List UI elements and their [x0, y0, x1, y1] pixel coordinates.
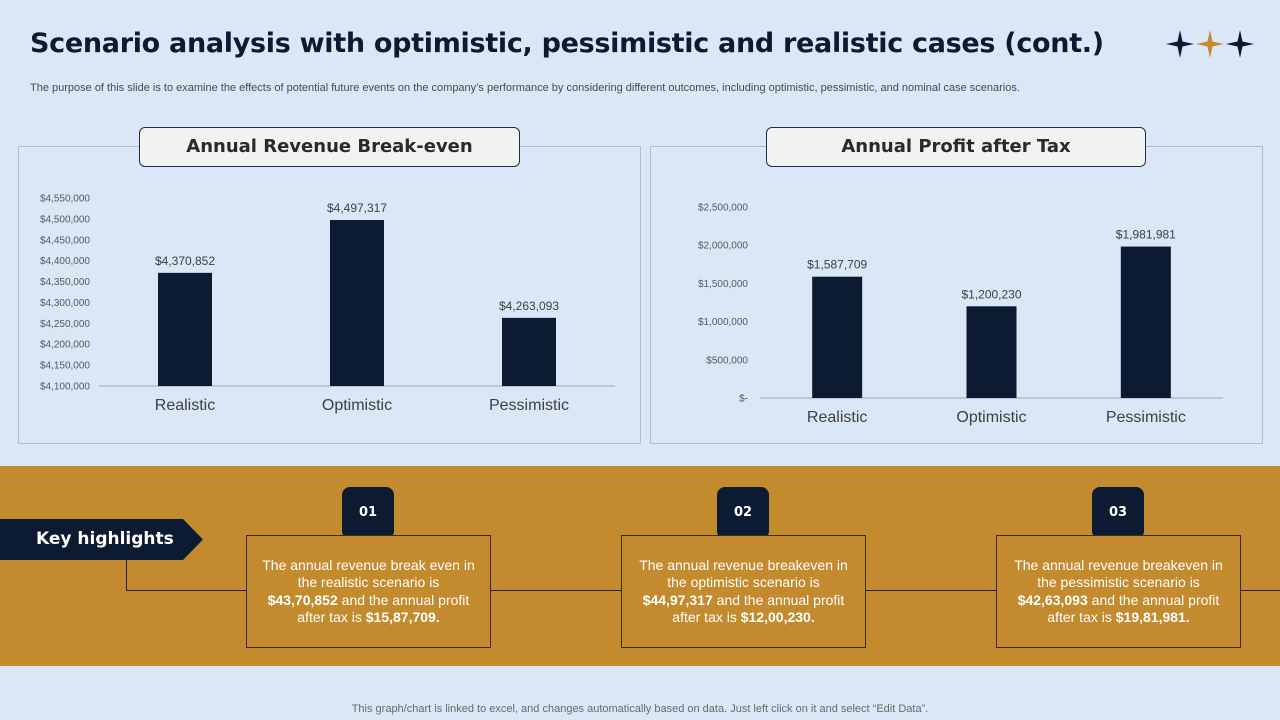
- bar[interactable]: [330, 220, 384, 386]
- y-tick-label: $2,500,000: [698, 203, 748, 214]
- data-label: $1,981,981: [1116, 228, 1176, 242]
- profit-bar-chart[interactable]: $- $500,000 $1,000,000 $1,500,000 $2,000,000…: [650, 180, 1263, 440]
- highlight-card: The annual revenue break even in the rea…: [246, 535, 491, 648]
- data-label: $1,587,709: [807, 258, 867, 272]
- bar[interactable]: [966, 306, 1017, 398]
- y-tick-label: $-: [739, 394, 748, 405]
- data-label: $1,200,230: [961, 287, 1021, 301]
- y-tick-label: $4,150,000: [40, 361, 90, 372]
- category-label: Realistic: [155, 397, 215, 414]
- page-subtitle: The purpose of this slide is to examine …: [30, 82, 1020, 94]
- y-tick-label: $500,000: [706, 355, 748, 366]
- y-tick-label: $4,300,000: [40, 298, 90, 309]
- star-icon: [1226, 30, 1254, 58]
- star-icon: [1196, 30, 1224, 58]
- category-label: Realistic: [807, 409, 867, 426]
- category-label: Optimistic: [956, 409, 1026, 426]
- y-tick-label: $4,350,000: [40, 277, 90, 288]
- y-tick-label: $4,100,000: [40, 382, 90, 393]
- y-tick-label: $4,500,000: [40, 214, 90, 225]
- bar[interactable]: [158, 272, 212, 386]
- category-label: Pessimistic: [489, 397, 569, 414]
- bar[interactable]: [502, 317, 556, 386]
- y-tick-label: $4,200,000: [40, 340, 90, 351]
- revenue-chart-panel: [18, 146, 641, 444]
- data-label: $4,263,093: [499, 299, 559, 313]
- y-tick-label: $4,550,000: [40, 194, 90, 205]
- bar[interactable]: [812, 276, 863, 398]
- highlight-number-badge: 03: [1092, 487, 1144, 539]
- y-tick-label: $4,400,000: [40, 256, 90, 267]
- highlight-text: The annual revenue break even in the rea…: [262, 556, 475, 626]
- y-tick-label: $1,500,000: [698, 279, 748, 290]
- highlight-number-badge: 01: [342, 487, 394, 539]
- y-tick-label: $4,450,000: [40, 235, 90, 246]
- revenue-chart-title: Annual Revenue Break-even: [139, 127, 520, 167]
- profit-chart-title: Annual Profit after Tax: [766, 127, 1146, 167]
- y-tick-label: $1,000,000: [698, 317, 748, 328]
- highlight-text: The annual revenue breakeven in the pess…: [1014, 556, 1223, 626]
- revenue-bar-chart[interactable]: $4,100,000 $4,150,000 $4,200,000 $4,250,000…: [18, 180, 641, 440]
- highlight-text: The annual revenue breakeven in the opti…: [639, 556, 848, 626]
- footer-note: This graph/chart is linked to excel, and…: [351, 703, 929, 715]
- highlight-card: The annual revenue breakeven in the pess…: [996, 535, 1241, 648]
- y-tick-label: $2,000,000: [698, 241, 748, 252]
- page-title: Scenario analysis with optimistic, pessi…: [30, 28, 1104, 59]
- key-highlights-label: Key highlights: [0, 519, 203, 560]
- highlight-card: The annual revenue breakeven in the opti…: [621, 535, 866, 648]
- connector-drop: [126, 560, 127, 591]
- data-label: $4,497,317: [327, 201, 387, 215]
- data-label: $4,370,852: [155, 254, 215, 268]
- star-icon: [1166, 30, 1194, 58]
- category-label: Optimistic: [322, 397, 392, 414]
- highlight-number-badge: 02: [717, 487, 769, 539]
- y-tick-label: $4,250,000: [40, 319, 90, 330]
- bar[interactable]: [1120, 246, 1171, 398]
- category-label: Pessimistic: [1106, 409, 1186, 426]
- decorative-stars: [1166, 30, 1254, 58]
